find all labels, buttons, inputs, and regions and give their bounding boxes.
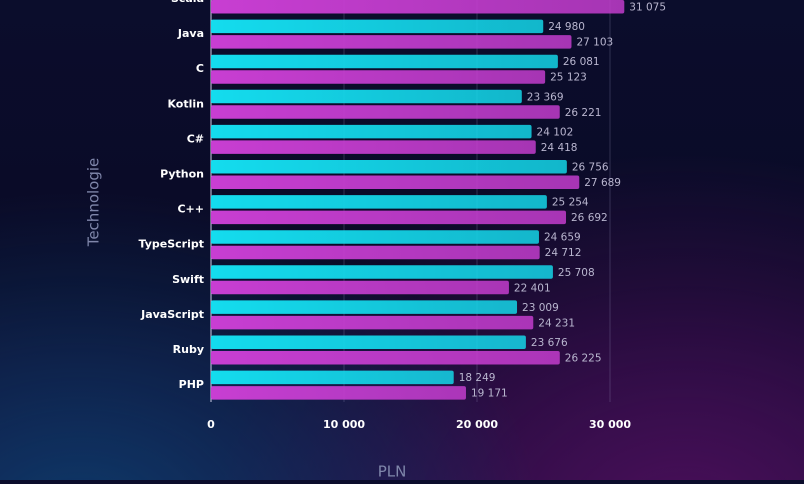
bar [211,140,536,154]
value-label: 23 676 [531,337,568,349]
value-label: 19 171 [471,388,508,400]
x-tick-label: 10 000 [323,418,365,431]
value-label: 24 418 [541,142,578,154]
value-label: 23 369 [527,91,564,103]
bar [211,35,572,49]
y-tick-label: PHP [179,378,204,391]
y-tick-label: C# [187,132,204,145]
value-label: 25 254 [552,197,589,209]
x-tick-label: 0 [207,418,215,431]
y-tick-label: Java [177,27,204,40]
value-label: 26 756 [572,162,609,174]
y-tick-label: Python [160,168,204,181]
value-label: 25 708 [558,267,595,279]
value-label: 24 659 [544,232,581,244]
bar [211,175,580,189]
value-label: 23 009 [522,302,559,314]
bar [211,160,567,174]
y-tick-label: JavaScript [140,308,204,321]
bar [211,300,518,314]
y-tick-label: C++ [177,203,204,216]
bar [211,70,546,84]
y-tick-label: TypeScript [139,238,204,251]
bar [211,315,534,330]
x-tick-label: 30 000 [589,418,631,431]
bar [211,370,454,385]
bar [211,0,625,14]
value-label: 25 123 [550,72,587,84]
value-label: 24 102 [537,126,574,138]
bar [211,386,466,400]
y-tick-label: Ruby [173,343,204,356]
x-axis-label: PLN [378,463,407,481]
bar [211,54,558,69]
x-tick-label: 20 000 [456,418,498,431]
value-label: 27 689 [584,177,621,189]
bar [211,89,522,104]
value-label: 24 980 [548,21,585,33]
bar [211,230,539,244]
y-tick-label: C [196,62,204,75]
bar [211,335,526,349]
value-label: 26 221 [565,107,602,119]
bar [211,280,509,295]
value-label: 24 231 [538,317,575,329]
y-tick-label: Kotlin [167,97,204,110]
bar [211,105,560,119]
value-label: 24 712 [545,247,582,259]
value-label: 26 081 [563,56,600,68]
value-label: 26 692 [571,212,608,224]
value-label: 26 225 [565,353,602,365]
bar [211,195,547,209]
bar [211,245,540,260]
value-label: 27 103 [576,37,613,49]
y-tick-label: Swift [172,273,204,286]
y-tick-label: Scala [171,0,204,5]
y-axis-label: Technologie [85,158,103,248]
bar [211,210,567,225]
value-label: 31 075 [629,2,666,14]
bar [211,124,532,139]
value-label: 22 401 [514,282,551,294]
bar [211,265,553,279]
bar [211,351,560,365]
value-label: 18 249 [459,372,496,384]
bar [211,19,544,34]
